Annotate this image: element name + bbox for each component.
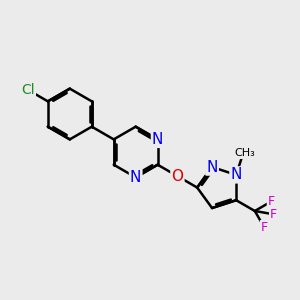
Text: Cl: Cl (21, 83, 35, 97)
Text: F: F (270, 208, 277, 221)
Text: F: F (268, 195, 275, 208)
Text: N: N (152, 132, 163, 147)
Text: N: N (206, 160, 218, 175)
Text: N: N (230, 167, 242, 182)
Text: N: N (130, 170, 141, 185)
Text: F: F (261, 221, 268, 234)
Text: CH₃: CH₃ (235, 148, 255, 158)
Text: O: O (171, 169, 183, 184)
